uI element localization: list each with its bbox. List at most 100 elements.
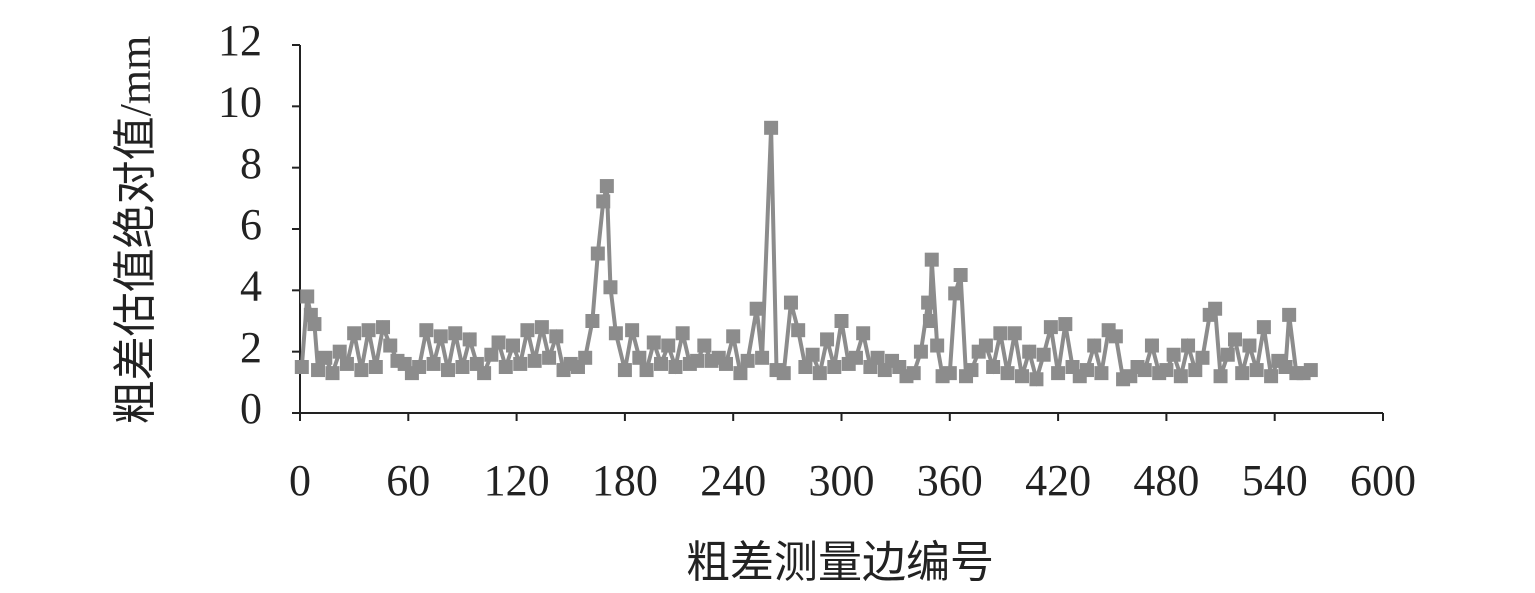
data-point xyxy=(448,326,463,341)
data-point xyxy=(1000,366,1015,381)
x-axis-label: 粗差测量边编号 xyxy=(686,538,994,587)
data-point xyxy=(913,344,928,359)
data-point xyxy=(1173,369,1188,384)
x-tick-label: 240 xyxy=(700,456,766,505)
data-point xyxy=(1256,320,1271,335)
x-tick-label: 0 xyxy=(289,456,311,505)
data-point xyxy=(1144,338,1159,353)
data-point xyxy=(718,356,733,371)
data-point xyxy=(942,366,957,381)
x-tick-label: 300 xyxy=(809,456,875,505)
data-point xyxy=(986,360,1001,374)
x-tick-label: 120 xyxy=(484,456,550,505)
data-point xyxy=(325,366,340,381)
data-point xyxy=(906,366,921,381)
data-point xyxy=(513,356,528,371)
data-point xyxy=(318,350,333,365)
data-point xyxy=(1108,329,1123,344)
data-point xyxy=(1094,366,1109,381)
data-point xyxy=(1195,350,1210,365)
data-point xyxy=(1208,301,1223,316)
data-point xyxy=(484,347,499,362)
data-point xyxy=(549,329,564,344)
data-point xyxy=(1029,372,1044,387)
data-point xyxy=(930,338,945,353)
y-tick-label: 4 xyxy=(240,261,262,310)
x-tick-label: 360 xyxy=(917,456,983,505)
data-point xyxy=(1278,360,1293,374)
data-point xyxy=(1213,369,1228,384)
data-point xyxy=(848,350,863,365)
data-point xyxy=(1079,363,1094,378)
data-point xyxy=(1264,369,1279,384)
data-point xyxy=(993,326,1008,341)
data-point xyxy=(1282,307,1297,322)
data-point xyxy=(791,323,806,338)
data-point xyxy=(1022,344,1037,359)
data-point xyxy=(498,360,513,374)
data-point xyxy=(921,295,936,310)
data-point xyxy=(1166,347,1181,362)
data-point xyxy=(311,363,326,378)
data-point xyxy=(347,326,362,341)
data-point xyxy=(1051,366,1066,381)
y-tick-label: 6 xyxy=(240,200,262,249)
data-line xyxy=(299,127,1312,387)
data-point xyxy=(354,363,369,378)
data-point xyxy=(1188,363,1203,378)
data-point xyxy=(1235,366,1250,381)
data-point xyxy=(590,246,605,261)
data-point xyxy=(1137,363,1152,378)
data-point xyxy=(690,353,705,368)
data-point xyxy=(820,332,835,347)
data-point xyxy=(603,280,618,295)
data-point xyxy=(625,323,640,338)
data-point xyxy=(922,314,937,328)
data-point xyxy=(441,363,456,378)
data-point xyxy=(654,356,668,371)
data-point xyxy=(426,356,441,371)
data-point xyxy=(294,360,309,374)
data-point xyxy=(332,344,347,359)
data-point xyxy=(776,366,791,381)
data-point xyxy=(491,335,506,350)
data-point xyxy=(307,317,322,332)
data-point xyxy=(599,179,614,194)
data-point xyxy=(433,329,448,344)
data-point xyxy=(953,268,968,282)
data-point xyxy=(783,295,798,310)
data-point xyxy=(412,360,427,374)
data-point xyxy=(520,323,535,338)
data-point xyxy=(527,353,542,368)
data-point xyxy=(608,326,623,341)
data-point xyxy=(383,338,398,353)
data-point xyxy=(376,320,391,335)
data-point xyxy=(740,353,755,368)
data-point xyxy=(668,360,683,374)
data-point xyxy=(697,338,712,353)
data-point xyxy=(477,366,492,381)
data-point xyxy=(798,360,813,374)
data-point xyxy=(534,320,549,335)
y-tick-label: 0 xyxy=(240,384,262,433)
data-point xyxy=(585,314,600,328)
data-point xyxy=(978,338,993,353)
y-axis-label: 粗差估值绝对值/mm xyxy=(111,36,160,425)
data-point xyxy=(1249,363,1264,378)
data-point xyxy=(661,338,676,353)
data-point xyxy=(462,332,477,347)
x-tick-label: 180 xyxy=(592,456,658,505)
x-tick-label: 600 xyxy=(1350,456,1416,505)
data-point xyxy=(755,350,770,365)
data-point xyxy=(856,326,871,341)
data-point xyxy=(368,360,383,374)
data-point xyxy=(617,363,632,378)
data-point xyxy=(596,194,611,209)
data-point xyxy=(339,356,354,371)
data-point xyxy=(812,366,827,381)
data-point xyxy=(675,326,690,341)
data-point xyxy=(834,314,849,328)
x-tick-label: 60 xyxy=(386,456,430,505)
data-point xyxy=(1242,338,1257,353)
data-point xyxy=(639,363,654,378)
